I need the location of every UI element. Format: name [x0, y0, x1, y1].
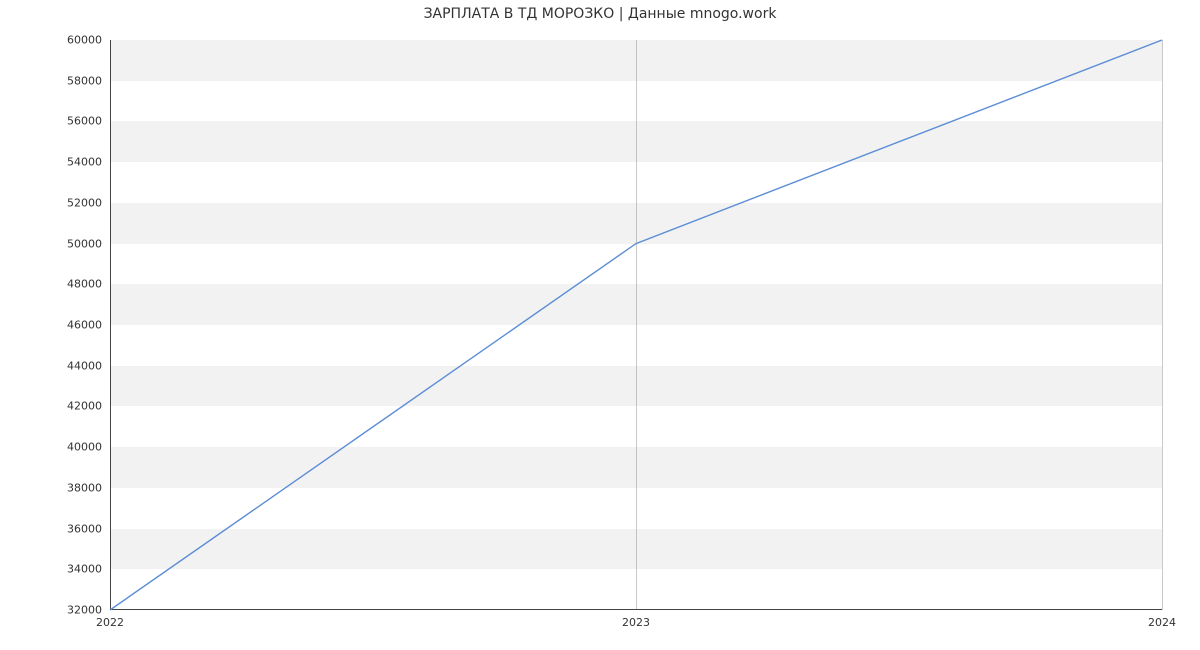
series-path-salary [110, 40, 1162, 610]
y-tick-label: 34000 [4, 563, 102, 576]
x-tick-label: 2022 [96, 616, 124, 629]
y-tick-label: 58000 [4, 74, 102, 87]
chart-title: ЗАРПЛАТА В ТД МОРОЗКО | Данные mnogo.wor… [0, 6, 1200, 22]
y-tick-label: 38000 [4, 481, 102, 494]
x-tick-label: 2023 [622, 616, 650, 629]
x-gridline [1162, 40, 1163, 610]
x-tick-label: 2024 [1148, 616, 1176, 629]
y-tick-label: 46000 [4, 319, 102, 332]
y-tick-label: 44000 [4, 359, 102, 372]
line-series [110, 40, 1162, 610]
salary-line-chart: ЗАРПЛАТА В ТД МОРОЗКО | Данные mnogo.wor… [0, 0, 1200, 650]
y-tick-label: 54000 [4, 156, 102, 169]
plot-area [110, 40, 1162, 610]
y-tick-label: 32000 [4, 604, 102, 617]
y-tick-label: 50000 [4, 237, 102, 250]
y-tick-label: 56000 [4, 115, 102, 128]
y-tick-label: 36000 [4, 522, 102, 535]
y-tick-label: 42000 [4, 400, 102, 413]
y-tick-label: 60000 [4, 34, 102, 47]
y-tick-label: 52000 [4, 196, 102, 209]
y-tick-label: 40000 [4, 441, 102, 454]
y-tick-label: 48000 [4, 278, 102, 291]
